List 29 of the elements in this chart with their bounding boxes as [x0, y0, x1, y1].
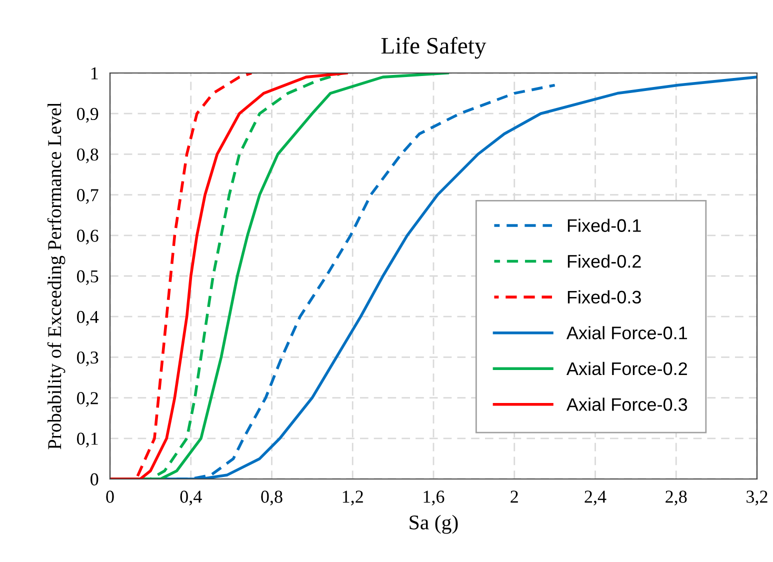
x-tick-label: 0,8	[261, 490, 282, 506]
y-tick-label: 0	[90, 473, 98, 486]
x-tick-label: 0,4	[180, 490, 202, 506]
chart-title: Life Safety	[381, 36, 486, 59]
y-tick-label: 0,9	[77, 108, 98, 123]
y-tick-label: 0,6	[77, 230, 98, 244]
x-tick-label: 3,2	[746, 490, 768, 506]
legend-label: Axial Force-0.2	[566, 362, 687, 376]
y-axis-title: Probability of Exceeding Performance Level	[47, 102, 66, 450]
legend-label: Fixed-0.1	[568, 218, 641, 232]
y-tick-label: 0,4	[77, 310, 99, 326]
y-tick-label: 0,8	[77, 148, 98, 164]
y-tick-label: 1	[91, 67, 98, 80]
y-tick-label: 0,5	[77, 270, 98, 286]
legend-label: Axial Force-0.1	[566, 326, 687, 340]
legend-label: Axial Force-0.3	[566, 398, 688, 411]
x-tick-label: 2	[510, 490, 518, 503]
legend-label: Fixed-0.3	[568, 290, 641, 304]
legend-label: Fixed-0.2	[568, 254, 641, 268]
y-tick-label: 0,2	[77, 392, 98, 407]
x-tick-label: 2,8	[666, 490, 687, 506]
x-tick-label: 2,4	[584, 490, 606, 506]
x-axis-title: Sa (g)	[410, 514, 458, 534]
y-tick-label: 0,3	[77, 351, 98, 366]
y-tick-label: 0,7	[77, 189, 98, 204]
y-tick-label: 0,1	[77, 432, 98, 448]
x-tick-label: 1,6	[424, 490, 444, 506]
x-tick-label: 0	[106, 490, 114, 503]
x-tick-label: 1,2	[342, 490, 363, 506]
